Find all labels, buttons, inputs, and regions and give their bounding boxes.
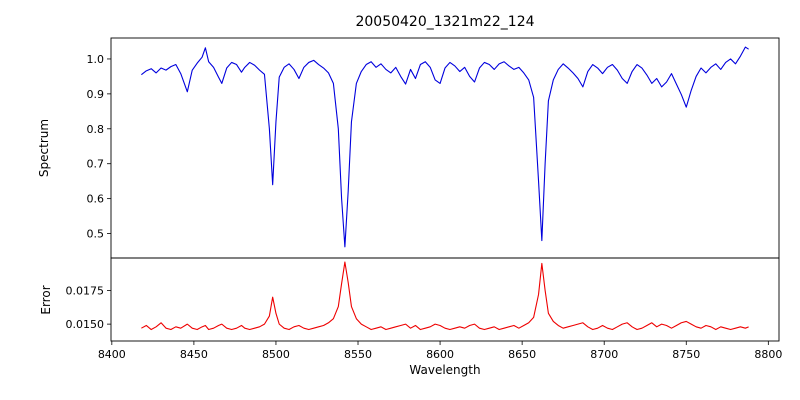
- x-tick-label: 8450: [180, 348, 208, 361]
- spectrum-line: [141, 46, 749, 248]
- x-tick-label: 8650: [508, 348, 536, 361]
- y-axis-label-error: Error: [39, 285, 53, 314]
- y-tick-label: 1.0: [87, 53, 105, 66]
- axes-frame-error: [110, 257, 780, 342]
- y-axis-label-spectrum: Spectrum: [37, 119, 51, 177]
- y-tick-label: 0.0150: [66, 318, 105, 331]
- x-tick-label: 8400: [98, 348, 126, 361]
- y-tick-label: 0.9: [87, 88, 105, 101]
- x-tick-label: 8800: [754, 348, 782, 361]
- x-tick-label: 8550: [344, 348, 372, 361]
- y-tick-label: 0.7: [87, 158, 105, 171]
- y-tick-label: 0.6: [87, 193, 105, 206]
- x-tick-label: 8600: [426, 348, 454, 361]
- y-tick-label: 0.0175: [66, 284, 105, 297]
- y-tick-label: 0.8: [87, 123, 105, 136]
- error-line: [141, 261, 749, 331]
- x-axis-label: Wavelength: [409, 363, 480, 377]
- chart-title: 20050420_1321m22_124: [355, 14, 534, 30]
- y-tick-label: 0.5: [87, 228, 105, 241]
- x-tick-label: 8750: [672, 348, 700, 361]
- x-tick-label: 8500: [262, 348, 290, 361]
- x-tick-label: 8700: [590, 348, 618, 361]
- axes-frame-spectrum: [110, 37, 780, 259]
